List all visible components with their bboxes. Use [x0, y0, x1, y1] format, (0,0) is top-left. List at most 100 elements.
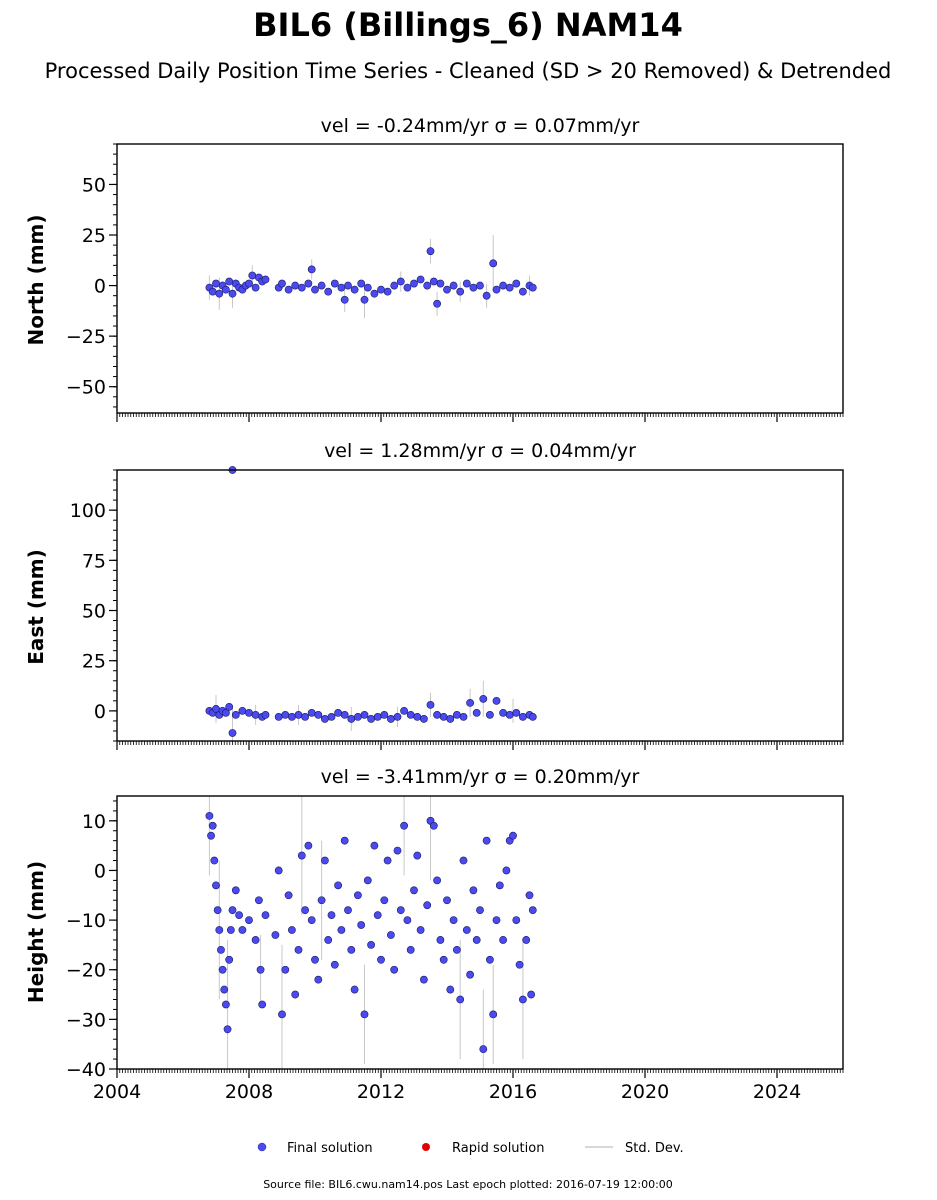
y-tick-label: −20 [66, 960, 106, 982]
data-point [350, 285, 359, 294]
figure-title: BIL6 (Billings_6) NAM14 [253, 6, 683, 44]
data-point [449, 281, 458, 290]
y-tick-label: −10 [66, 910, 106, 932]
data-point [416, 926, 425, 934]
data-point [472, 708, 481, 717]
panel-height-ylabel: Height (mm) [24, 861, 48, 1003]
legend-final-marker [257, 1142, 267, 1152]
data-point [423, 901, 432, 910]
data-point [469, 886, 478, 895]
data-point [344, 906, 352, 915]
data-point [466, 970, 474, 979]
panel-east-ylabel: East (mm) [24, 549, 48, 665]
data-point [245, 916, 253, 924]
y-tick-label: 10 [82, 811, 106, 833]
data-point [320, 715, 329, 723]
data-point [225, 277, 234, 286]
data-point [459, 713, 468, 721]
y-tick-label: 50 [82, 601, 106, 623]
data-point [212, 881, 220, 890]
y-tick-label: 0 [94, 276, 106, 298]
data-point [433, 299, 441, 308]
data-point [410, 279, 418, 288]
data-point [479, 694, 488, 703]
x-tick-label: 2008 [225, 1081, 273, 1103]
data-point [254, 896, 263, 905]
data-point [499, 281, 507, 290]
data-point [426, 700, 435, 709]
data-point [525, 891, 534, 900]
source-footer: Source file: BIL6.cwu.nam14.pos Last epo… [263, 1178, 673, 1191]
data-point [238, 926, 247, 934]
data-point [377, 285, 385, 294]
data-point [281, 965, 290, 974]
data-point [350, 985, 359, 994]
data-point [528, 283, 537, 292]
data-point [360, 1010, 369, 1019]
data-point [482, 291, 491, 300]
data-point [443, 285, 451, 294]
data-point [225, 955, 234, 964]
data-point [393, 713, 402, 721]
data-point [231, 886, 240, 895]
data-point [261, 711, 270, 719]
y-tick-label: −25 [66, 326, 106, 348]
data-point [396, 906, 405, 915]
data-point [476, 906, 484, 915]
data-point [307, 916, 316, 924]
data-point [213, 906, 222, 915]
data-point [360, 711, 369, 719]
data-point [433, 711, 441, 719]
data-point [327, 713, 336, 721]
data-point [452, 711, 461, 719]
data-point [238, 706, 247, 715]
panel-height-title: vel = -3.41mm/yr σ = 0.20mm/yr [321, 766, 640, 788]
data-point [215, 289, 224, 298]
data-point [476, 281, 484, 290]
data-point [245, 708, 253, 717]
data-point [499, 936, 507, 944]
data-point [337, 926, 346, 934]
data-point [400, 821, 408, 830]
data-point [499, 708, 507, 717]
data-point [357, 279, 366, 288]
legend: Final solution Rapid solution Std. Dev. [257, 1141, 684, 1156]
data-point [304, 841, 313, 850]
data-point [413, 851, 422, 860]
data-point [410, 886, 418, 895]
data-point [466, 698, 474, 707]
data-point [317, 281, 326, 290]
data-point [231, 711, 240, 719]
data-point [330, 279, 339, 288]
data-point [207, 831, 215, 840]
data-point [330, 960, 339, 969]
data-point [314, 711, 323, 719]
data-point [367, 941, 375, 949]
data-point [221, 708, 230, 717]
data-point [363, 283, 372, 292]
data-point [245, 279, 253, 288]
data-point [406, 945, 415, 954]
data-point [281, 711, 290, 719]
data-point [301, 906, 309, 915]
data-point [271, 931, 280, 939]
data-point [225, 702, 234, 711]
data-point [519, 287, 527, 296]
data-point [436, 279, 445, 288]
data-point [429, 277, 438, 286]
panel-north-plot: 50 25 0 −25 −50 [66, 143, 844, 422]
data-point [433, 876, 441, 885]
data-point [396, 277, 405, 286]
data-point [334, 708, 342, 717]
data-point [223, 1025, 232, 1034]
data-point [456, 287, 465, 296]
panel-height: vel = -3.41mm/yr σ = 0.20mm/yr Height (m… [24, 766, 844, 1103]
data-point [509, 831, 517, 840]
data-point [248, 271, 257, 280]
data-point [505, 711, 514, 719]
panel-north: vel = -0.24mm/yr σ = 0.07mm/yr North (mm… [24, 115, 844, 422]
data-point [419, 715, 428, 723]
data-point [278, 1010, 286, 1019]
data-point [220, 985, 229, 994]
